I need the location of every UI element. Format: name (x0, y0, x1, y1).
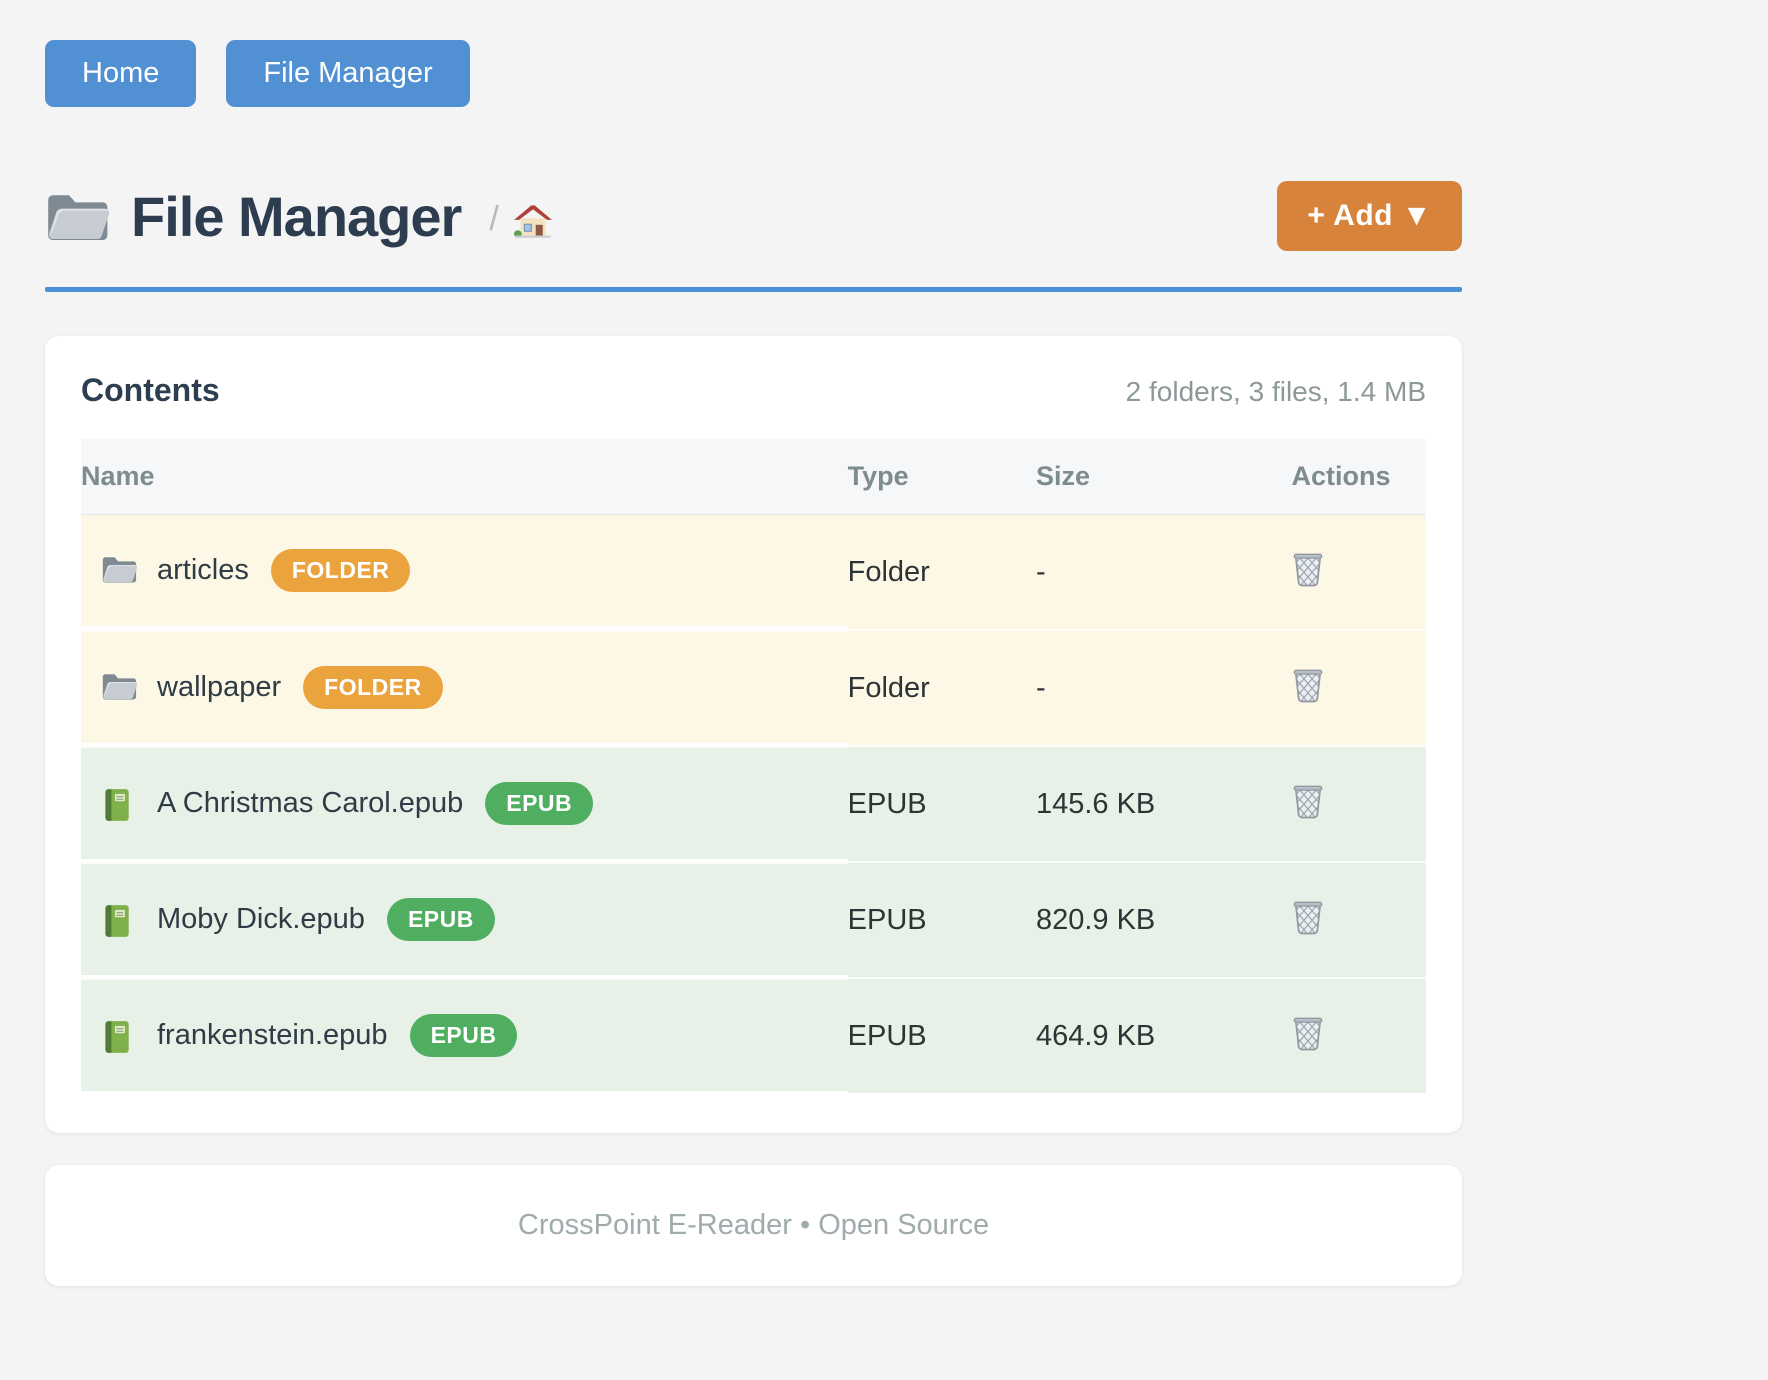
type-cell: EPUB (847, 861, 1036, 978)
size-cell: - (1035, 514, 1292, 630)
files-table: Name Type Size Actions articles FOLDER F… (81, 439, 1426, 1093)
size-cell: - (1035, 629, 1292, 746)
green-book-icon (101, 903, 137, 937)
delete-button[interactable] (1291, 781, 1325, 819)
delete-button[interactable] (1291, 665, 1325, 703)
file-manager-page: Home File Manager File Manager / + Add ▼… (45, 0, 1462, 1286)
contents-card: Contents 2 folders, 3 files, 1.4 MB Name… (45, 336, 1462, 1133)
footer: CrossPoint E-Reader • Open Source (45, 1165, 1462, 1286)
epub-badge: EPUB (409, 1014, 518, 1057)
table-row: articles FOLDER Folder - (81, 514, 1426, 630)
folder-badge: FOLDER (270, 549, 411, 592)
house-icon[interactable] (513, 202, 553, 240)
size-cell: 464.9 KB (1035, 977, 1292, 1093)
column-header-name: Name (81, 439, 848, 515)
contents-summary: 2 folders, 3 files, 1.4 MB (1125, 376, 1426, 407)
page-header: File Manager / + Add ▼ (45, 181, 1462, 251)
delete-button[interactable] (1291, 1013, 1325, 1051)
epub-badge: EPUB (485, 782, 594, 825)
type-cell: Folder (847, 629, 1036, 746)
folder-badge: FOLDER (303, 666, 443, 709)
footer-text: CrossPoint E-Reader • Open Source (517, 1209, 990, 1241)
folder-name-link[interactable]: articles (157, 554, 249, 586)
home-button[interactable]: Home (45, 40, 197, 107)
size-cell: 145.6 KB (1035, 745, 1292, 862)
delete-button[interactable] (1291, 897, 1325, 935)
folder-icon (101, 554, 137, 588)
file-name-link[interactable]: Moby Dick.epub (157, 903, 365, 935)
page-title: File Manager (131, 184, 462, 248)
table-row: frankenstein.epub EPUB EPUB 464.9 KB (81, 977, 1426, 1093)
breadcrumb-separator: / (489, 199, 499, 238)
table-row: A Christmas Carol.epub EPUB EPUB 145.6 K… (81, 745, 1426, 862)
file-manager-button[interactable]: File Manager (226, 40, 470, 107)
size-cell: 820.9 KB (1035, 861, 1292, 978)
column-header-actions: Actions (1291, 439, 1426, 515)
file-name-link[interactable]: frankenstein.epub (157, 1019, 388, 1051)
top-nav: Home File Manager (45, 40, 1462, 107)
table-row: Moby Dick.epub EPUB EPUB 820.9 KB (81, 861, 1426, 978)
table-row: wallpaper FOLDER Folder - (81, 629, 1426, 746)
header-divider (45, 287, 1462, 292)
type-cell: EPUB (847, 745, 1036, 862)
card-title: Contents (81, 372, 220, 408)
green-book-icon (101, 1019, 137, 1053)
file-name-link[interactable]: A Christmas Carol.epub (157, 787, 464, 819)
green-book-icon (101, 787, 137, 821)
folder-name-link[interactable]: wallpaper (157, 671, 282, 703)
folder-icon (101, 671, 137, 705)
type-cell: EPUB (847, 977, 1036, 1093)
table-header-row: Name Type Size Actions (81, 439, 1426, 515)
add-button[interactable]: + Add ▼ (1277, 181, 1462, 251)
column-header-type: Type (847, 439, 1036, 515)
epub-badge: EPUB (386, 898, 495, 941)
delete-button[interactable] (1291, 549, 1325, 587)
column-header-size: Size (1035, 439, 1292, 515)
folder-icon (45, 189, 109, 243)
type-cell: Folder (847, 514, 1036, 630)
